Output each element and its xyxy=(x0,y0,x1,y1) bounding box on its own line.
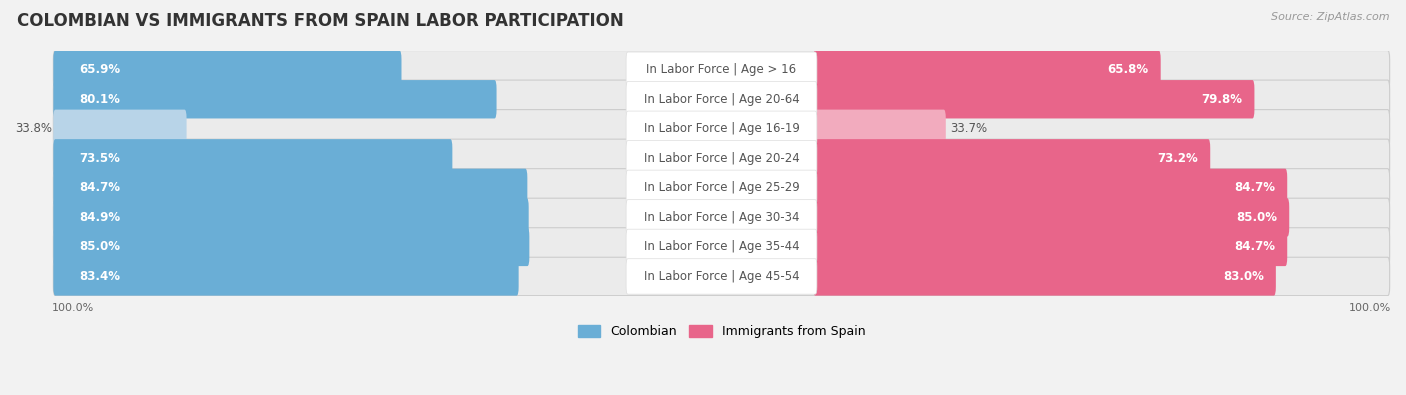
FancyBboxPatch shape xyxy=(53,109,187,148)
Text: 84.9%: 84.9% xyxy=(79,211,120,224)
FancyBboxPatch shape xyxy=(53,169,527,207)
Text: 80.1%: 80.1% xyxy=(79,93,120,106)
Text: 84.7%: 84.7% xyxy=(1234,181,1275,194)
FancyBboxPatch shape xyxy=(53,80,1389,118)
FancyBboxPatch shape xyxy=(53,51,1389,89)
FancyBboxPatch shape xyxy=(626,229,817,265)
Text: In Labor Force | Age 35-44: In Labor Force | Age 35-44 xyxy=(644,241,800,254)
FancyBboxPatch shape xyxy=(53,51,402,89)
Text: 83.0%: 83.0% xyxy=(1223,270,1264,283)
FancyBboxPatch shape xyxy=(53,198,1389,237)
FancyBboxPatch shape xyxy=(813,228,1288,266)
FancyBboxPatch shape xyxy=(813,139,1211,177)
FancyBboxPatch shape xyxy=(813,109,946,148)
FancyBboxPatch shape xyxy=(53,198,529,237)
FancyBboxPatch shape xyxy=(626,170,817,205)
Text: 73.2%: 73.2% xyxy=(1157,152,1198,165)
Text: 79.8%: 79.8% xyxy=(1201,93,1243,106)
Text: 85.0%: 85.0% xyxy=(79,241,120,254)
FancyBboxPatch shape xyxy=(626,52,817,87)
FancyBboxPatch shape xyxy=(53,257,519,295)
Text: In Labor Force | Age 45-54: In Labor Force | Age 45-54 xyxy=(644,270,800,283)
Text: 100.0%: 100.0% xyxy=(1348,303,1391,313)
FancyBboxPatch shape xyxy=(626,259,817,294)
Text: 65.9%: 65.9% xyxy=(79,63,120,76)
FancyBboxPatch shape xyxy=(53,228,1389,266)
FancyBboxPatch shape xyxy=(626,199,817,235)
FancyBboxPatch shape xyxy=(53,139,1389,177)
Text: In Labor Force | Age 20-24: In Labor Force | Age 20-24 xyxy=(644,152,800,165)
FancyBboxPatch shape xyxy=(813,80,1254,118)
Text: Source: ZipAtlas.com: Source: ZipAtlas.com xyxy=(1271,12,1389,22)
Text: 84.7%: 84.7% xyxy=(1234,241,1275,254)
Text: In Labor Force | Age 25-29: In Labor Force | Age 25-29 xyxy=(644,181,800,194)
FancyBboxPatch shape xyxy=(53,80,496,118)
FancyBboxPatch shape xyxy=(813,198,1289,237)
Text: 33.8%: 33.8% xyxy=(15,122,52,135)
FancyBboxPatch shape xyxy=(626,81,817,117)
Text: 85.0%: 85.0% xyxy=(1236,211,1277,224)
Text: 100.0%: 100.0% xyxy=(52,303,94,313)
Text: 84.7%: 84.7% xyxy=(79,181,120,194)
FancyBboxPatch shape xyxy=(53,169,1389,207)
Text: 33.7%: 33.7% xyxy=(950,122,987,135)
FancyBboxPatch shape xyxy=(626,141,817,176)
FancyBboxPatch shape xyxy=(813,169,1288,207)
Text: In Labor Force | Age 30-34: In Labor Force | Age 30-34 xyxy=(644,211,799,224)
Text: 83.4%: 83.4% xyxy=(79,270,120,283)
Text: 73.5%: 73.5% xyxy=(79,152,120,165)
Text: In Labor Force | Age 20-64: In Labor Force | Age 20-64 xyxy=(644,93,800,106)
FancyBboxPatch shape xyxy=(813,51,1161,89)
Text: 65.8%: 65.8% xyxy=(1108,63,1149,76)
FancyBboxPatch shape xyxy=(53,257,1389,295)
Text: In Labor Force | Age 16-19: In Labor Force | Age 16-19 xyxy=(644,122,800,135)
Text: In Labor Force | Age > 16: In Labor Force | Age > 16 xyxy=(647,63,797,76)
FancyBboxPatch shape xyxy=(53,228,529,266)
FancyBboxPatch shape xyxy=(813,257,1275,295)
Legend: Colombian, Immigrants from Spain: Colombian, Immigrants from Spain xyxy=(572,320,870,343)
FancyBboxPatch shape xyxy=(53,139,453,177)
FancyBboxPatch shape xyxy=(53,109,1389,148)
Text: COLOMBIAN VS IMMIGRANTS FROM SPAIN LABOR PARTICIPATION: COLOMBIAN VS IMMIGRANTS FROM SPAIN LABOR… xyxy=(17,12,624,30)
FancyBboxPatch shape xyxy=(626,111,817,147)
